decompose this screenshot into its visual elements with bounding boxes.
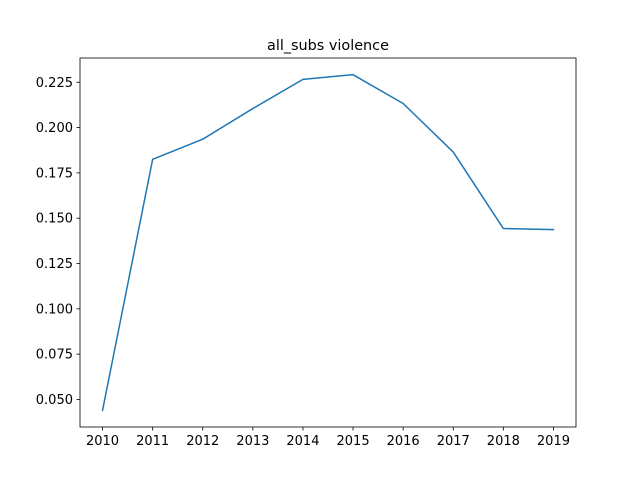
y-tick-label: 0.075 [36,348,73,363]
data-point [453,151,455,153]
chart-title: all_subs violence [267,38,389,54]
data-point [553,229,555,231]
x-tick-label: 2015 [337,434,370,449]
data-point [152,159,154,161]
y-tick-label: 0.100 [36,302,73,317]
x-tick-label: 2013 [236,434,269,449]
plot-frame [79,57,577,428]
data-point [302,79,304,81]
data-point [352,74,354,76]
axes-layer: 2010 2011 2012 2013 2014 2015 2016 2017 2018 2019… [36,57,577,449]
x-tick-label: 2011 [136,434,169,449]
x-tick-label: 2018 [487,434,520,449]
series-layer [101,73,555,412]
x-tick-label: 2014 [286,434,319,449]
x-tick-label: 2016 [387,434,420,449]
y-tick-label: 0.200 [36,121,73,136]
x-tick-label: 2010 [86,434,119,449]
x-tick-label: 2019 [537,434,570,449]
data-point [202,138,204,140]
x-tick-label: 2012 [186,434,219,449]
data-point [252,108,254,110]
x-tick-label: 2017 [437,434,470,449]
y-tick-label: 0.175 [36,166,73,181]
data-point [102,410,104,412]
y-tick-label: 0.225 [36,76,73,91]
y-tick-label: 0.050 [36,393,73,408]
y-tick-label: 0.125 [36,257,73,272]
series-line-0 [101,73,555,412]
data-point [402,103,404,105]
y-tick-label: 0.150 [36,212,73,227]
data-point [503,228,505,230]
